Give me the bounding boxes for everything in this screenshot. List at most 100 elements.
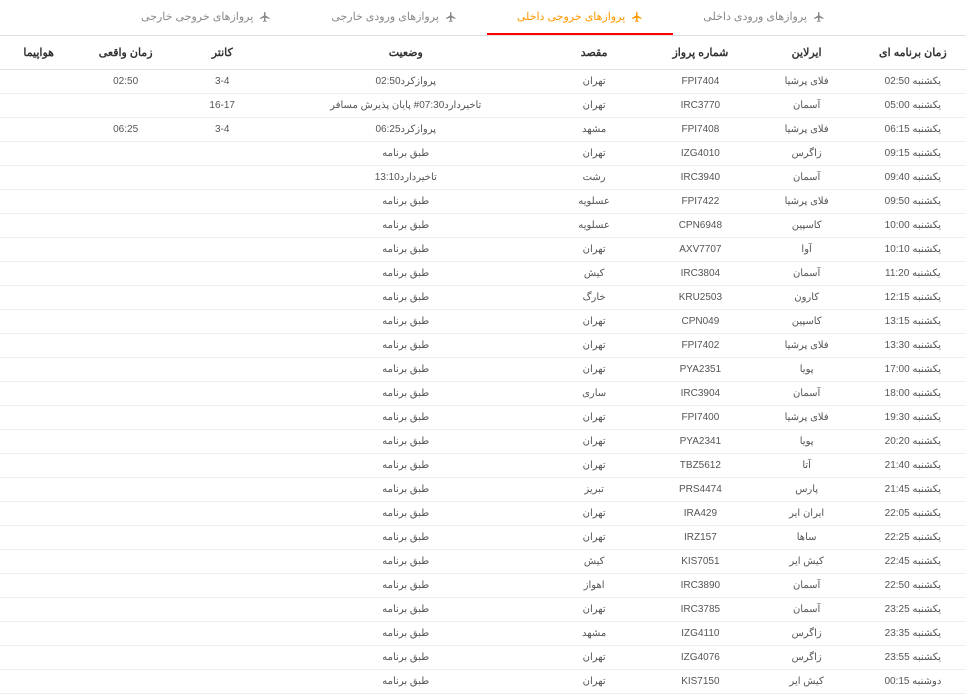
cell-status: طبق برنامه: [271, 382, 541, 406]
cell-aircraft: [0, 118, 77, 142]
cell-scheduled: یکشنبه 23:35: [860, 622, 966, 646]
table-row[interactable]: یکشنبه 11:20آسمانIRC3804کیشطبق برنامه: [0, 262, 966, 286]
cell-airline: آسمان: [754, 382, 860, 406]
cell-counter: 3-4: [174, 70, 271, 94]
cell-actual: [77, 238, 174, 262]
col-aircraft: هواپیما: [0, 36, 77, 70]
cell-counter: [174, 286, 271, 310]
cell-destination: کیش: [541, 550, 647, 574]
cell-destination: تهران: [541, 94, 647, 118]
cell-scheduled: یکشنبه 18:00: [860, 382, 966, 406]
cell-flight: IRC3890: [647, 574, 753, 598]
table-row[interactable]: یکشنبه 21:45پارسPRS4474تبریزطبق برنامه: [0, 478, 966, 502]
tab-3[interactable]: پروازهای خروجی خارجی: [111, 0, 301, 35]
table-row[interactable]: یکشنبه 22:50آسمانIRC3890اهوازطبق برنامه: [0, 574, 966, 598]
plane-icon: [445, 11, 457, 23]
table-row[interactable]: یکشنبه 23:35زاگرسIZG4110مشهدطبق برنامه: [0, 622, 966, 646]
tab-label: پروازهای ورودی خارجی: [331, 10, 439, 23]
tab-1[interactable]: پروازهای خروجی داخلی: [487, 0, 673, 35]
cell-aircraft: [0, 286, 77, 310]
cell-actual: [77, 526, 174, 550]
table-row[interactable]: یکشنبه 09:40آسمانIRC3940رشتتاخیردارد13:1…: [0, 166, 966, 190]
cell-destination: تهران: [541, 646, 647, 670]
table-row[interactable]: یکشنبه 23:55زاگرسIZG4076تهرانطبق برنامه: [0, 646, 966, 670]
cell-counter: [174, 262, 271, 286]
cell-flight: TBZ5612: [647, 454, 753, 478]
cell-counter: [174, 358, 271, 382]
table-row[interactable]: یکشنبه 20:20پویاPYA2341تهرانطبق برنامه: [0, 430, 966, 454]
cell-status: پروازکرد06:25: [271, 118, 541, 142]
cell-aircraft: [0, 214, 77, 238]
table-row[interactable]: یکشنبه 22:45کیش ایرKIS7051کیشطبق برنامه: [0, 550, 966, 574]
col-actual: زمان واقعی: [77, 36, 174, 70]
cell-aircraft: [0, 526, 77, 550]
cell-flight: IRC3770: [647, 94, 753, 118]
cell-airline: ساها: [754, 526, 860, 550]
table-row[interactable]: یکشنبه 10:10آواAXV7707تهرانطبق برنامه: [0, 238, 966, 262]
cell-airline: فلای پرشیا: [754, 406, 860, 430]
cell-status: طبق برنامه: [271, 502, 541, 526]
cell-destination: تهران: [541, 238, 647, 262]
table-row[interactable]: یکشنبه 12:15کارونKRU2503خارگطبق برنامه: [0, 286, 966, 310]
table-row[interactable]: یکشنبه 18:00آسمانIRC3904ساریطبق برنامه: [0, 382, 966, 406]
cell-status: تاخیردارد07:30# پایان پذیرش مسافر: [271, 94, 541, 118]
table-row[interactable]: یکشنبه 17:00پویاPYA2351تهرانطبق برنامه: [0, 358, 966, 382]
tab-2[interactable]: پروازهای ورودی خارجی: [301, 0, 487, 35]
cell-scheduled: یکشنبه 22:05: [860, 502, 966, 526]
cell-actual: [77, 334, 174, 358]
table-row[interactable]: یکشنبه 19:30فلای پرشیاFPI7400تهرانطبق بر…: [0, 406, 966, 430]
table-row[interactable]: یکشنبه 05:00آسمانIRC3770تهرانتاخیردارد07…: [0, 94, 966, 118]
cell-destination: کیش: [541, 262, 647, 286]
table-row[interactable]: یکشنبه 21:40آتاTBZ5612تهرانطبق برنامه: [0, 454, 966, 478]
cell-counter: [174, 622, 271, 646]
cell-scheduled: یکشنبه 13:15: [860, 310, 966, 334]
table-row[interactable]: یکشنبه 02:50فلای پرشیاFPI7404تهرانپروازک…: [0, 70, 966, 94]
tab-label: پروازهای خروجی داخلی: [517, 10, 625, 23]
cell-airline: زاگرس: [754, 646, 860, 670]
cell-aircraft: [0, 70, 77, 94]
cell-status: طبق برنامه: [271, 670, 541, 694]
cell-status: طبق برنامه: [271, 646, 541, 670]
cell-scheduled: یکشنبه 22:45: [860, 550, 966, 574]
cell-scheduled: یکشنبه 09:40: [860, 166, 966, 190]
table-row[interactable]: یکشنبه 09:15زاگرسIZG4010تهرانطبق برنامه: [0, 142, 966, 166]
table-row[interactable]: یکشنبه 13:30فلای پرشیاFPI7402تهرانطبق بر…: [0, 334, 966, 358]
cell-destination: تهران: [541, 142, 647, 166]
table-row[interactable]: دوشنبه 00:15کیش ایرKIS7150تهرانطبق برنام…: [0, 670, 966, 694]
cell-counter: [174, 502, 271, 526]
table-row[interactable]: یکشنبه 22:25ساهاIRZ157تهرانطبق برنامه: [0, 526, 966, 550]
cell-counter: [174, 646, 271, 670]
cell-counter: [174, 430, 271, 454]
cell-actual: [77, 286, 174, 310]
tab-0[interactable]: پروازهای ورودی داخلی: [673, 0, 855, 35]
cell-status: طبق برنامه: [271, 262, 541, 286]
cell-actual: [77, 166, 174, 190]
cell-status: طبق برنامه: [271, 286, 541, 310]
cell-status: طبق برنامه: [271, 406, 541, 430]
cell-airline: ایران ایر: [754, 502, 860, 526]
table-row[interactable]: یکشنبه 23:25آسمانIRC3785تهرانطبق برنامه: [0, 598, 966, 622]
cell-actual: [77, 646, 174, 670]
cell-airline: فلای پرشیا: [754, 190, 860, 214]
table-row[interactable]: یکشنبه 22:05ایران ایرIRA429تهرانطبق برنا…: [0, 502, 966, 526]
col-scheduled: زمان برنامه ای: [860, 36, 966, 70]
cell-airline: پویا: [754, 430, 860, 454]
cell-status: طبق برنامه: [271, 142, 541, 166]
cell-scheduled: یکشنبه 22:25: [860, 526, 966, 550]
table-row[interactable]: یکشنبه 06:15فلای پرشیاFPI7408مشهدپروازکر…: [0, 118, 966, 142]
cell-destination: تهران: [541, 526, 647, 550]
table-row[interactable]: یکشنبه 10:00کاسپینCPN6948عسلویهطبق برنام…: [0, 214, 966, 238]
cell-airline: کیش ایر: [754, 670, 860, 694]
cell-destination: رشت: [541, 166, 647, 190]
tab-label: پروازهای ورودی داخلی: [703, 10, 807, 23]
col-flight: شماره پرواز: [647, 36, 753, 70]
cell-aircraft: [0, 382, 77, 406]
table-row[interactable]: یکشنبه 13:15کاسپینCPN049تهرانطبق برنامه: [0, 310, 966, 334]
cell-airline: زاگرس: [754, 142, 860, 166]
cell-scheduled: دوشنبه 00:15: [860, 670, 966, 694]
cell-status: طبق برنامه: [271, 334, 541, 358]
table-row[interactable]: یکشنبه 09:50فلای پرشیاFPI7422عسلویهطبق ب…: [0, 190, 966, 214]
cell-aircraft: [0, 454, 77, 478]
cell-aircraft: [0, 646, 77, 670]
cell-scheduled: یکشنبه 05:00: [860, 94, 966, 118]
